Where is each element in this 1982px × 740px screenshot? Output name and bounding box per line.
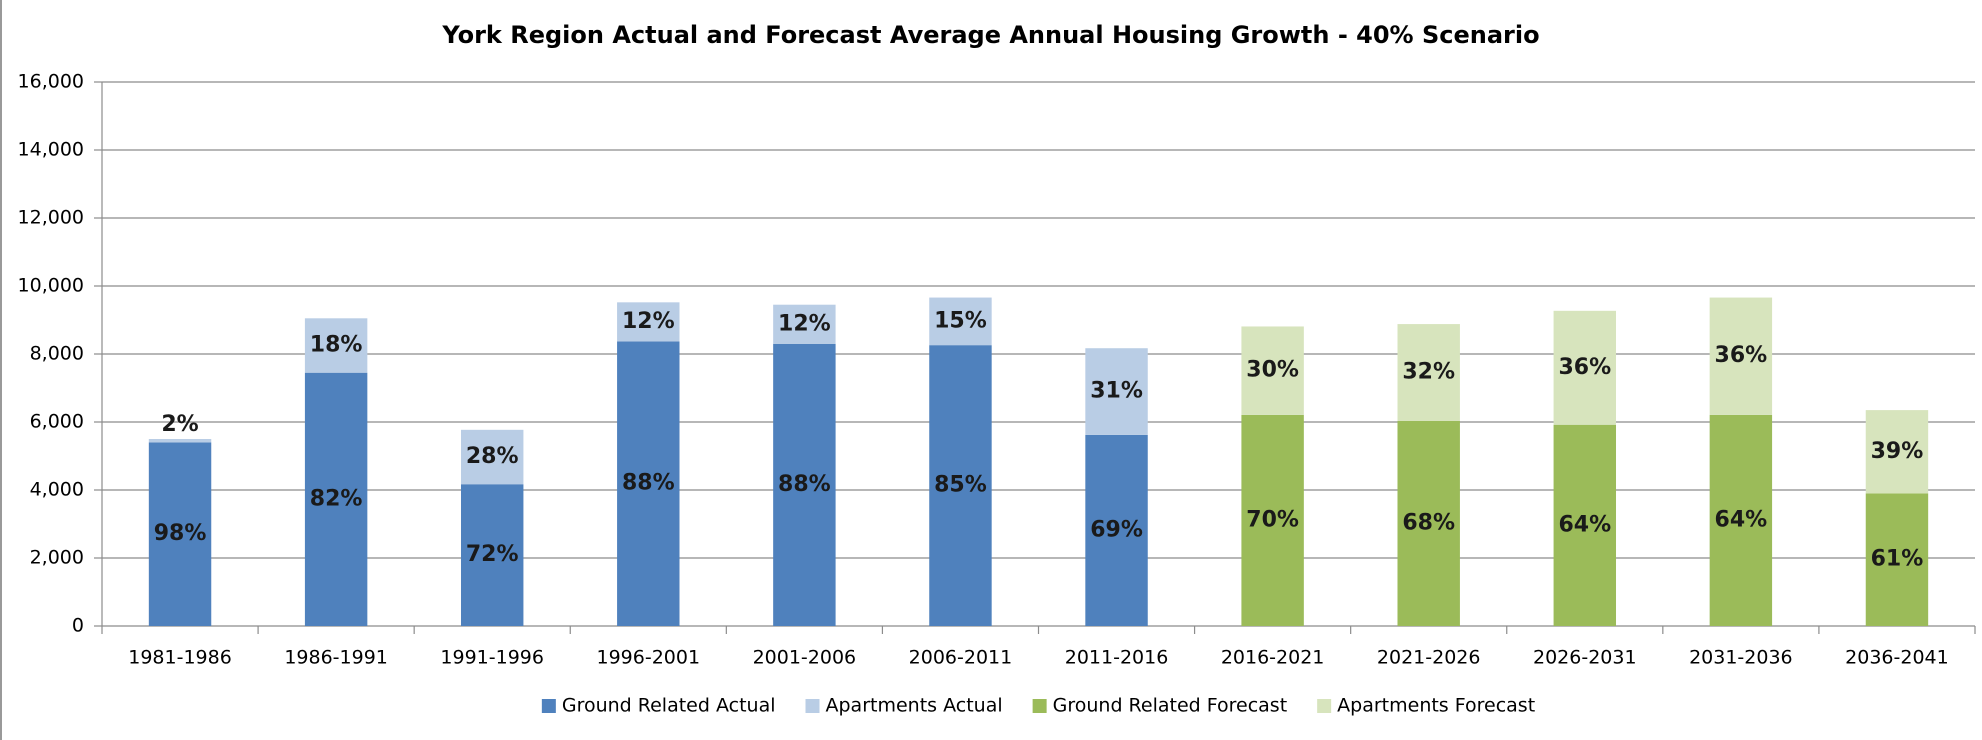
share-label: 72% [466, 542, 519, 567]
bar-segment [1709, 297, 1773, 415]
x-tick-label: 1981-1986 [128, 647, 232, 669]
bar-segment [460, 429, 524, 485]
y-tick-label: 6,000 [30, 411, 84, 433]
x-tick-label: 1991-1996 [440, 647, 544, 669]
bar-segment [617, 302, 680, 342]
share-label: 2% [161, 412, 198, 437]
bar-segment [148, 442, 212, 626]
x-tick-label: 2031-2036 [1689, 647, 1793, 669]
share-label: 18% [310, 333, 363, 358]
bar-segment [1865, 493, 1929, 626]
y-tick-label: 10,000 [18, 275, 84, 297]
legend-label: Apartments Forecast [1337, 695, 1535, 717]
x-tick-label: 1996-2001 [597, 647, 701, 669]
bar-segment [773, 304, 836, 344]
share-label: 70% [1246, 507, 1299, 532]
x-tick-label: 2011-2016 [1065, 647, 1169, 669]
x-tick-label: 2006-2011 [909, 647, 1013, 669]
share-label: 85% [934, 473, 987, 498]
share-label: 68% [1402, 510, 1455, 535]
legend-label: Ground Related Actual [562, 695, 776, 717]
y-tick-label: 12,000 [18, 207, 84, 229]
y-tick-label: 16,000 [18, 71, 84, 93]
chart-title: York Region Actual and Forecast Average … [441, 21, 1539, 49]
share-label: 36% [1715, 343, 1768, 368]
share-label: 69% [1090, 517, 1143, 542]
share-label: 82% [310, 486, 363, 511]
bar-segment [1397, 324, 1460, 421]
legend-swatch [1317, 699, 1332, 713]
bar-segment [1553, 424, 1617, 626]
legend-swatch [1032, 699, 1047, 713]
bar-segment [304, 318, 368, 373]
share-label: 88% [778, 472, 831, 497]
share-label: 61% [1871, 547, 1924, 572]
bar-segment [304, 372, 368, 626]
bar-segment [617, 341, 680, 626]
x-tick-label: 2021-2026 [1377, 647, 1481, 669]
x-tick-label: 1986-1991 [284, 647, 388, 669]
bar-segment [1085, 348, 1148, 435]
bar-segment [1241, 326, 1304, 415]
bar-segment [1085, 434, 1148, 626]
x-tick-label: 2026-2031 [1533, 647, 1637, 669]
legend-swatch [541, 699, 556, 713]
bar-segment [1553, 310, 1617, 425]
legend-label: Apartments Actual [826, 695, 1003, 717]
bar-segment [929, 345, 992, 626]
share-label: 12% [778, 311, 831, 336]
y-tick-label: 0 [72, 615, 84, 637]
share-label: 39% [1871, 439, 1924, 464]
share-label: 12% [622, 309, 675, 334]
y-tick-label: 8,000 [30, 343, 84, 365]
share-label: 36% [1558, 355, 1611, 380]
bar-segment [1397, 420, 1460, 626]
bar-segment [929, 297, 992, 346]
share-label: 30% [1246, 358, 1299, 383]
x-tick-label: 2036-2041 [1845, 647, 1949, 669]
legend-swatch [805, 699, 820, 713]
legend-label: Ground Related Forecast [1053, 695, 1288, 717]
y-tick-label: 2,000 [30, 547, 84, 569]
share-label: 28% [466, 444, 519, 469]
bar-segment [148, 439, 212, 443]
bar-segment [460, 484, 524, 626]
bar-segment [1709, 414, 1773, 626]
x-tick-label: 2016-2021 [1221, 647, 1325, 669]
share-label: 64% [1558, 512, 1611, 537]
share-label: 98% [154, 521, 207, 546]
share-label: 31% [1090, 379, 1143, 404]
x-tick-label: 2001-2006 [753, 647, 857, 669]
share-label: 32% [1402, 360, 1455, 385]
y-tick-label: 14,000 [18, 139, 84, 161]
bar-segment [1241, 414, 1304, 626]
bar-segment [1865, 410, 1929, 494]
share-label: 15% [934, 308, 987, 333]
share-label: 88% [622, 471, 675, 496]
y-tick-label: 4,000 [30, 479, 84, 501]
bar-segment [773, 343, 836, 626]
share-label: 64% [1715, 507, 1768, 532]
